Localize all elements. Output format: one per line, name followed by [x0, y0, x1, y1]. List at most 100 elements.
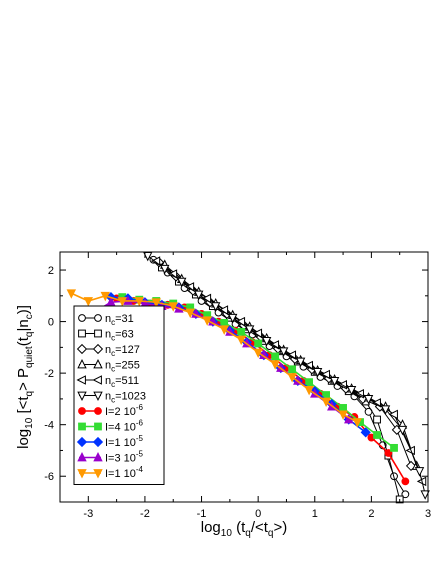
data-point [117, 297, 127, 307]
legend-marker [94, 407, 102, 415]
legend-label: nc=63 [105, 329, 134, 343]
legend-marker [76, 375, 86, 385]
legend-label: nc=255 [105, 360, 140, 374]
legend-marker [92, 343, 104, 355]
legend-label-sup: -5 [136, 434, 144, 443]
axes: -3 -2 -1 0 1 2 3 -6 -4 -2 0 2 [44, 252, 431, 520]
axis-label-subscript: q [245, 528, 251, 539]
legend-entry: I=4 10-6 [78, 419, 144, 434]
data-point [237, 327, 246, 336]
axis-label-subscript: 10 [24, 417, 35, 429]
data-point [254, 339, 263, 348]
legend-label-sub: c [111, 349, 115, 358]
legend-label-sub: c [111, 334, 115, 343]
data-point [414, 467, 425, 477]
data-point [168, 302, 178, 312]
legend-marker [94, 422, 102, 431]
legend-entry: nc=511 [76, 375, 139, 389]
legend-label: I=2 10-6 [105, 403, 144, 418]
data-point [363, 395, 374, 405]
legend-marker [93, 451, 103, 462]
y-tick-label: 0 [48, 317, 54, 329]
data-point [134, 297, 144, 307]
legend-label-sup: -6 [136, 403, 144, 412]
data-point [384, 449, 393, 457]
data-point [339, 404, 347, 412]
data-point [420, 490, 430, 500]
axis-label-subscript: q [24, 391, 35, 397]
series-2 [158, 263, 404, 504]
legend-label-tail: =63 [115, 329, 134, 341]
axis-label-text: /<t [251, 519, 269, 536]
axis-label-subscript: c [24, 314, 35, 319]
axis-label-text: log [201, 519, 221, 536]
legend-marker [76, 436, 88, 448]
legend-marker [92, 436, 104, 448]
legend-label-main: n [105, 329, 111, 341]
legend-marker [77, 358, 87, 369]
legend-label-main: n [105, 391, 111, 403]
legend-label: I=4 10-6 [105, 419, 144, 434]
y-tick-label: -2 [44, 368, 54, 380]
data-point [177, 277, 187, 288]
data-point [295, 357, 306, 368]
legend-label: I=1 10-4 [105, 465, 144, 480]
legend-label: nc=31 [105, 313, 134, 327]
data-point [346, 385, 357, 396]
legend-marker [76, 343, 88, 355]
data-point [271, 352, 280, 361]
legend-marker [93, 469, 103, 479]
legend-marker [93, 358, 103, 369]
axis-label-text: )] [15, 305, 32, 314]
legend-label-sub: c [111, 396, 115, 405]
legend-marker [78, 407, 86, 415]
data-point [405, 460, 417, 472]
data-point [373, 431, 381, 439]
data-point [397, 425, 408, 436]
series-11 [66, 289, 362, 428]
legend-marker [77, 391, 87, 402]
legend-label-main: I=3 10 [105, 453, 136, 465]
data-point [288, 365, 297, 374]
legend-label-main: I=4 10 [105, 422, 136, 434]
axis-label-text: log [15, 429, 32, 449]
data-point [312, 367, 323, 378]
data-point [227, 313, 238, 324]
data-point [66, 289, 77, 299]
legend-label-tail: =511 [115, 375, 139, 387]
series-line [161, 267, 401, 500]
data-point [100, 291, 111, 302]
legend-entry: nc=1023 [77, 391, 146, 405]
legend-entry: nc=127 [76, 343, 140, 358]
data-point [304, 385, 314, 396]
data-point [305, 378, 314, 387]
x-tick-label: 1 [312, 508, 318, 520]
data-point [261, 337, 272, 347]
legend-label-main: n [105, 375, 111, 387]
x-tick-label: 0 [255, 508, 261, 520]
data-point [219, 325, 229, 335]
data-point [278, 347, 289, 357]
x-tick-label: 2 [368, 508, 374, 520]
legend-label-tail: =255 [115, 360, 140, 372]
legend-marker [94, 329, 102, 338]
data-point [253, 348, 263, 359]
data-point [236, 335, 246, 346]
data-point [373, 415, 381, 424]
axis-label-text: >) [273, 519, 287, 536]
legend-marker [92, 375, 102, 385]
legend-label: nc=127 [105, 344, 140, 358]
legend-label-sup: -6 [136, 419, 144, 428]
legend-label-main: n [105, 344, 111, 356]
legend-label-sup: -5 [136, 450, 144, 459]
data-point [210, 302, 221, 312]
axis-label-text: (t [232, 519, 246, 536]
legend-label: nc=511 [105, 375, 139, 389]
data-point [202, 316, 212, 326]
legend-marker [93, 391, 103, 402]
legend-marker [78, 314, 86, 322]
legend-entry: I=1 10-4 [77, 465, 144, 480]
axis-label-subscript: 10 [221, 528, 233, 539]
